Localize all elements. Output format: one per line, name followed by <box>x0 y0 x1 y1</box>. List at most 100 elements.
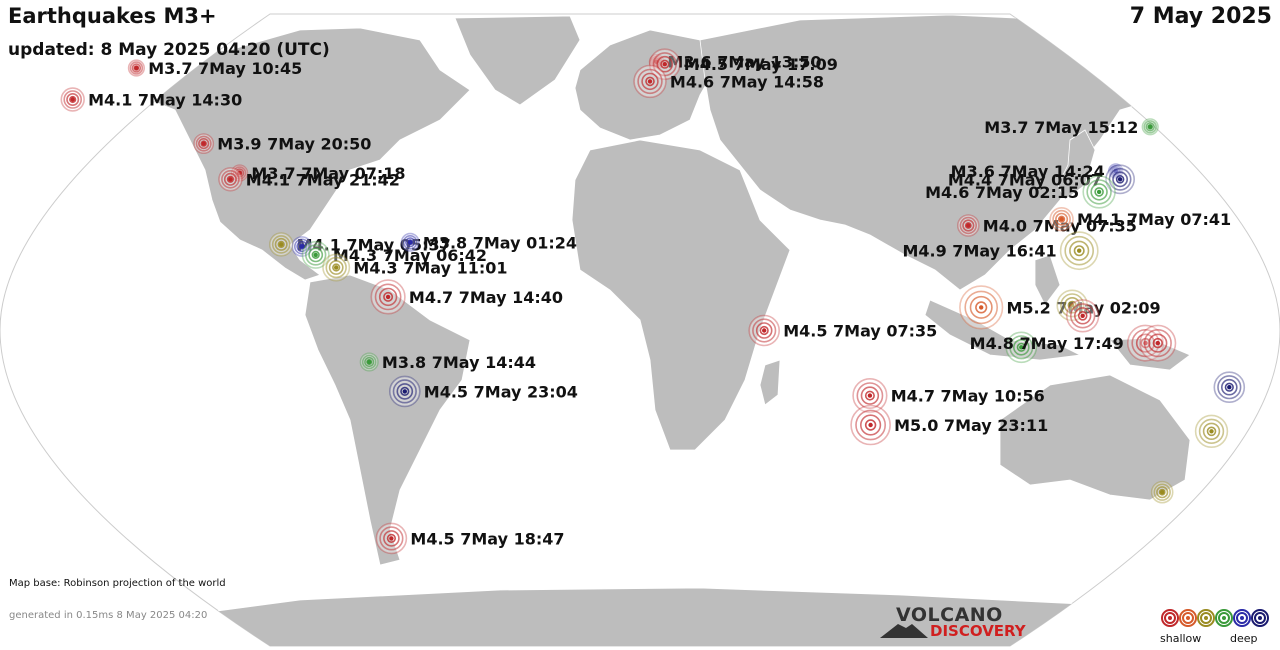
quake-ring <box>864 419 877 431</box>
quake-epicenter <box>1227 385 1232 390</box>
quake-ring <box>856 382 884 410</box>
earthquake-marker[interactable] <box>1005 331 1038 364</box>
earthquake-marker[interactable]: M4.5 7May 23:04 <box>388 375 578 408</box>
quake-ring <box>1086 179 1112 205</box>
quake-ring <box>1055 212 1069 226</box>
quake-ring <box>959 216 977 235</box>
quake-ring <box>66 93 80 107</box>
quake-ring <box>200 140 207 147</box>
quake-ring <box>964 290 999 325</box>
logo-text-volcano: VOLCANO <box>896 604 1003 626</box>
legend-dot <box>1186 616 1190 620</box>
legend-ring <box>1236 612 1248 624</box>
earthquake-marker[interactable]: M4.1 7May 14:30 <box>60 87 242 112</box>
quake-epicenter <box>201 141 206 146</box>
quake-ring <box>752 318 777 343</box>
earthquake-marker[interactable]: M4.1 7May 07:41 <box>1049 207 1231 232</box>
quake-ring <box>652 52 677 77</box>
earthquake-marker[interactable]: M3.8 7May 01:24 <box>400 232 578 252</box>
quake-ring <box>383 530 400 547</box>
quake-ring <box>69 95 77 104</box>
earthquake-marker[interactable]: M4.6 7May 02:15 <box>925 175 1116 209</box>
legend-ring <box>1164 612 1176 624</box>
quake-ring <box>63 90 82 109</box>
legend-shallow-label: shallow <box>1160 632 1202 645</box>
earthquake-marker[interactable]: M4.0 7May 07:35 <box>956 214 1137 237</box>
legend-dot <box>1222 616 1226 620</box>
quake-epicenter <box>237 170 242 176</box>
legend-ring <box>1200 612 1212 624</box>
updated-timestamp: updated: 8 May 2025 04:20 (UTC) <box>8 40 330 60</box>
quake-epicenter <box>1077 248 1082 253</box>
quake-ring <box>1094 187 1104 197</box>
earthquake-marker[interactable]: M4.1 7May 21:42 <box>218 167 400 192</box>
quake-ring <box>962 219 975 232</box>
earthquake-marker[interactable] <box>1194 414 1229 448</box>
quake-epicenter <box>367 359 372 365</box>
quake-ring <box>1217 375 1242 400</box>
earthquake-marker[interactable]: M4.3 7May 06:42 <box>301 240 488 269</box>
mountain-icon <box>880 624 928 638</box>
legend-ring <box>1197 609 1215 627</box>
quake-epicenter <box>762 328 767 333</box>
earthquake-marker[interactable]: M5.0 7May 23:11 <box>850 404 1048 446</box>
volcano-discovery-logo[interactable]: VOLCANO DISCOVERY <box>880 604 1040 644</box>
logo-text-discovery: DISCOVERY <box>930 622 1026 640</box>
quake-label: M3.6 7May 13:50 <box>667 53 821 72</box>
quake-label: M4.6 7May 14:58 <box>670 72 824 91</box>
earthquake-marker[interactable]: M4.6 7May 14:58 <box>633 64 824 99</box>
earthquake-marker[interactable]: M3.7 7May 15:12 <box>984 118 1159 137</box>
quake-ring <box>223 172 237 186</box>
south-america <box>304 274 471 566</box>
earthquake-marker[interactable]: M4.5 7May 07:35 <box>748 314 937 347</box>
quake-epicenter <box>647 79 653 84</box>
quake-ring <box>1016 342 1026 352</box>
quake-ring <box>637 68 663 95</box>
quake-label: M4.1 7May 07:41 <box>1077 210 1231 229</box>
earthquake-marker[interactable]: M3.8 7May 14:44 <box>359 352 537 372</box>
earthquake-marker[interactable]: M4.9 7May 16:41 <box>902 231 1099 271</box>
quake-ring <box>379 526 404 551</box>
quake-label: M4.3 7May 06:42 <box>333 246 487 265</box>
quake-ring <box>226 175 234 183</box>
new-zealand <box>1179 517 1211 561</box>
earthquake-marker[interactable]: M4.7 7May 14:40 <box>370 279 563 315</box>
legend-ring <box>1233 609 1251 627</box>
quake-ring <box>378 287 398 307</box>
quake-ring <box>1206 426 1217 437</box>
quake-ring <box>325 256 347 279</box>
earthquake-marker[interactable]: M3.7 7May 10:45 <box>127 59 303 78</box>
earthquake-marker[interactable]: M3.9 7May 20:50 <box>193 133 371 155</box>
quake-ring <box>641 72 659 91</box>
earthquake-marker[interactable] <box>1139 324 1177 362</box>
quake-ring <box>964 222 972 229</box>
quake-ring <box>1148 333 1168 353</box>
quake-ring <box>308 247 324 263</box>
earthquake-marker[interactable]: M4.4 7May 06:07 <box>948 164 1136 195</box>
quake-ring <box>396 383 414 400</box>
quake-ring <box>859 414 882 436</box>
quake-label: M3.9 7May 20:50 <box>217 135 371 154</box>
quake-ring <box>305 244 327 266</box>
quake-ring <box>298 243 306 250</box>
legend-ring <box>1251 609 1269 627</box>
earthquake-marker[interactable]: M4.5 7May 18:47 <box>375 522 565 555</box>
earthquake-marker[interactable] <box>1150 480 1174 504</box>
earthquake-marker[interactable]: M3.7 7May 07:18 <box>231 164 406 183</box>
quake-epicenter <box>979 305 984 310</box>
quake-ring <box>328 260 344 275</box>
earthquake-marker[interactable]: M4.3 7May 11:01 <box>322 253 508 282</box>
japan <box>1057 129 1096 201</box>
generated-note: generated in 0.15ms 8 May 2025 04:20 <box>9 610 208 621</box>
quake-ring <box>1057 215 1066 223</box>
earthquake-marker[interactable]: M4.7 7May 10:56 <box>852 378 1045 414</box>
antarctica <box>149 587 1201 646</box>
quake-ring <box>1009 335 1034 360</box>
quake-epicenter <box>402 389 407 394</box>
earthquake-marker[interactable] <box>1213 371 1246 404</box>
earthquake-marker[interactable] <box>1065 299 1100 333</box>
quake-epicenter <box>867 393 873 398</box>
quake-label: M4.6 7May 02:15 <box>925 183 1079 202</box>
quake-label: M4.3 7May 11:01 <box>353 259 507 278</box>
